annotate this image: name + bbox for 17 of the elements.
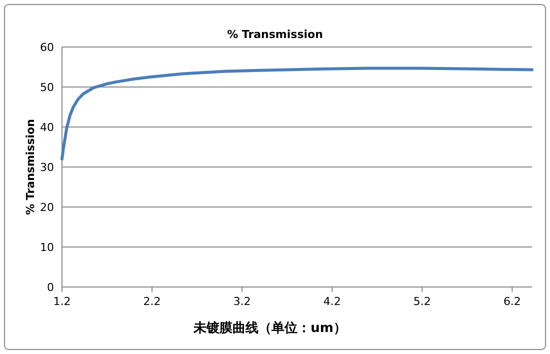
y-axis-title: % Transmission <box>24 119 37 215</box>
x-tick-label: 1.2 <box>53 295 71 308</box>
y-tick-label: 50 <box>40 81 54 94</box>
line-series <box>60 66 534 160</box>
y-tick-label: 30 <box>40 161 54 174</box>
y-tick-label: 20 <box>40 201 54 214</box>
x-tick-label: 4.2 <box>323 295 341 308</box>
y-tick-label: 0 <box>47 281 54 294</box>
x-tick-label: 5.2 <box>413 295 431 308</box>
x-axis-title: 未镀膜曲线（单位：um） <box>192 320 346 336</box>
chart-title: % Transmission <box>227 28 323 41</box>
y-tick-label: 10 <box>40 241 54 254</box>
x-tick-label: 2.2 <box>143 295 161 308</box>
y-tick-label: 60 <box>40 41 54 54</box>
x-tick-label: 3.2 <box>233 295 251 308</box>
x-tick-label: 6.2 <box>503 295 521 308</box>
y-tick-label: 40 <box>40 121 54 134</box>
